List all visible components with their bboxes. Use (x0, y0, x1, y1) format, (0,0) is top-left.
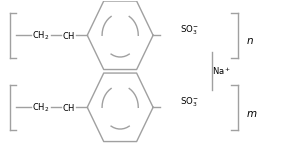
Text: $\mathregular{CH}$: $\mathregular{CH}$ (62, 30, 76, 41)
Text: $\mathit{m}$: $\mathit{m}$ (246, 109, 257, 119)
Text: $\mathregular{CH_2}$: $\mathregular{CH_2}$ (32, 29, 50, 41)
Text: $\mathregular{SO_3^{-}}$: $\mathregular{SO_3^{-}}$ (180, 96, 199, 109)
Text: $\mathregular{CH_2}$: $\mathregular{CH_2}$ (32, 101, 50, 114)
Text: $\mathit{n}$: $\mathit{n}$ (246, 36, 254, 46)
Text: $\mathregular{CH}$: $\mathregular{CH}$ (62, 102, 76, 113)
Text: $\mathregular{SO_3^{-}}$: $\mathregular{SO_3^{-}}$ (180, 24, 199, 37)
Text: $\mathregular{Na^+}$: $\mathregular{Na^+}$ (212, 65, 231, 77)
